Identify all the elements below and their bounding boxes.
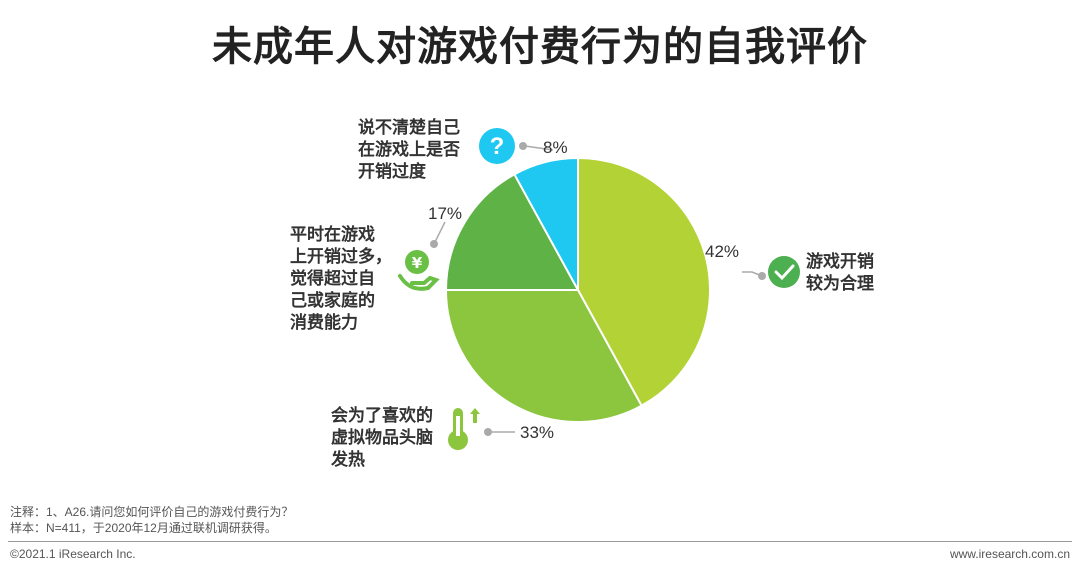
money-hand-icon: ¥ (398, 250, 440, 291)
pct-label-excessive: 17% (428, 204, 462, 223)
copyright: ©2021.1 iResearch Inc. (10, 547, 136, 561)
pie-slice-0 (577, 156, 711, 408)
leader-dot-33 (484, 428, 492, 436)
leader-dot-42 (758, 272, 766, 280)
pct-label-impulsive: 33% (520, 423, 554, 442)
note-text: 注释：1、A26.请问您如何评价自己的游戏付费行为？ (10, 505, 294, 519)
sample-text: 样本：N=411，于2020年12月通过联机调研获得。 (10, 521, 277, 535)
footer-divider (8, 541, 1072, 542)
leader-line-17 (434, 221, 446, 243)
pct-label-unsure: 8% (543, 138, 568, 157)
leader-line-8 (524, 145, 554, 151)
page-title: 未成年人对游戏付费行为的自我评价 (212, 25, 868, 69)
pie-slice-3 (513, 156, 579, 291)
leader-dot-17 (430, 240, 438, 248)
pie-slice-1 (444, 289, 643, 423)
label-unsure: 说不清楚自己 在游戏上是否 开销过度 (358, 118, 460, 181)
pie-slice-2 (444, 172, 580, 291)
label-reasonable: 游戏开销 较为合理 (806, 252, 874, 293)
svg-text:¥: ¥ (412, 254, 423, 272)
website: www.iresearch.com.cn (949, 547, 1070, 561)
label-impulsive: 会为了喜欢的 虚拟物品头脑 发热 (331, 406, 433, 469)
label-excessive: 平时在游戏 上开销过多， 觉得超过自 己或家庭的 消费能力 (290, 225, 392, 332)
leader-dot-8 (519, 142, 527, 150)
thermometer-icon (448, 408, 480, 450)
check-icon (768, 256, 800, 288)
question-icon: ? (479, 128, 515, 164)
pct-label-reasonable: 42% (705, 242, 739, 261)
svg-text:?: ? (490, 133, 505, 160)
